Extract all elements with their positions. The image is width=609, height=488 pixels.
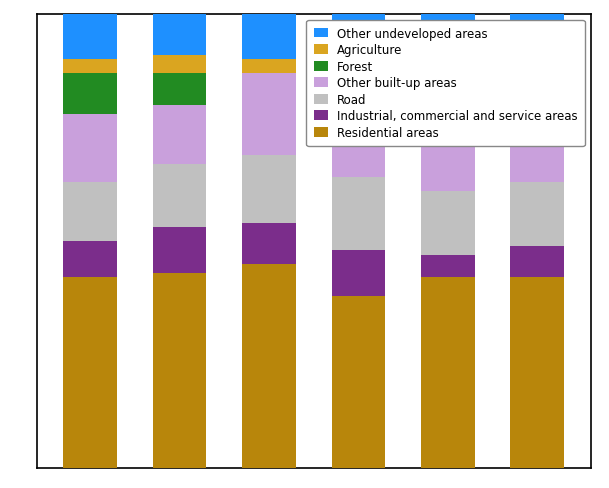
Bar [421, 110, 474, 192]
Bar [63, 242, 117, 278]
Bar [242, 224, 296, 264]
Bar [63, 183, 117, 242]
Bar [331, 64, 385, 96]
Bar [242, 155, 296, 224]
Bar [63, 15, 117, 60]
Bar [153, 56, 206, 74]
Bar [63, 74, 117, 115]
Bar [421, 60, 474, 74]
Bar [331, 51, 385, 64]
Bar [331, 15, 385, 51]
Bar [510, 83, 564, 115]
Bar [421, 15, 474, 60]
Bar [510, 115, 564, 183]
Bar [242, 74, 296, 155]
Bar [510, 183, 564, 246]
Bar [63, 115, 117, 183]
Bar [421, 278, 474, 468]
Bar [63, 278, 117, 468]
Bar [153, 228, 206, 273]
Bar [242, 60, 296, 74]
Bar [153, 74, 206, 105]
Bar [153, 15, 206, 56]
Bar [242, 15, 296, 60]
Bar [331, 96, 385, 178]
Bar [510, 74, 564, 83]
Bar [331, 296, 385, 468]
Bar [510, 246, 564, 278]
Bar [153, 273, 206, 468]
Bar [331, 251, 385, 296]
Bar [421, 192, 474, 255]
Bar [242, 264, 296, 468]
Bar [510, 15, 564, 74]
Bar [421, 74, 474, 110]
Legend: Other undeveloped areas, Agriculture, Forest, Other built-up areas, Road, Indust: Other undeveloped areas, Agriculture, Fo… [306, 20, 585, 147]
Bar [331, 178, 385, 251]
Bar [421, 255, 474, 278]
Bar [153, 105, 206, 164]
Bar [153, 164, 206, 228]
Bar [510, 278, 564, 468]
Bar [63, 60, 117, 74]
